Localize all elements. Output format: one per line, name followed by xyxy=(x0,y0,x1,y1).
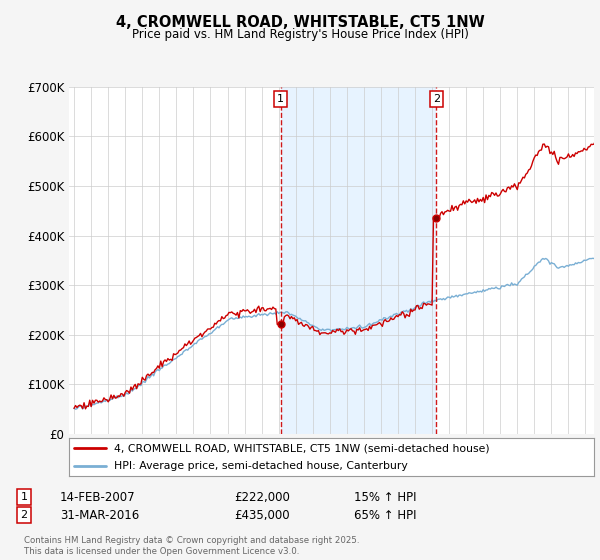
Text: 31-MAR-2016: 31-MAR-2016 xyxy=(60,508,139,522)
Text: Price paid vs. HM Land Registry's House Price Index (HPI): Price paid vs. HM Land Registry's House … xyxy=(131,28,469,41)
Text: 4, CROMWELL ROAD, WHITSTABLE, CT5 1NW: 4, CROMWELL ROAD, WHITSTABLE, CT5 1NW xyxy=(116,15,484,30)
Text: 1: 1 xyxy=(277,94,284,104)
Bar xyxy=(281,87,436,434)
Text: £435,000: £435,000 xyxy=(234,508,290,522)
Text: £222,000: £222,000 xyxy=(234,491,290,504)
Text: 4, CROMWELL ROAD, WHITSTABLE, CT5 1NW (semi-detached house): 4, CROMWELL ROAD, WHITSTABLE, CT5 1NW (s… xyxy=(113,443,489,453)
Text: 2: 2 xyxy=(20,510,28,520)
Text: Contains HM Land Registry data © Crown copyright and database right 2025.
This d: Contains HM Land Registry data © Crown c… xyxy=(24,535,359,557)
Text: 1: 1 xyxy=(20,492,28,502)
Text: 14-FEB-2007: 14-FEB-2007 xyxy=(60,491,136,504)
Text: 65% ↑ HPI: 65% ↑ HPI xyxy=(354,508,416,522)
Text: 15% ↑ HPI: 15% ↑ HPI xyxy=(354,491,416,504)
Text: HPI: Average price, semi-detached house, Canterbury: HPI: Average price, semi-detached house,… xyxy=(113,461,407,471)
Text: 2: 2 xyxy=(433,94,440,104)
